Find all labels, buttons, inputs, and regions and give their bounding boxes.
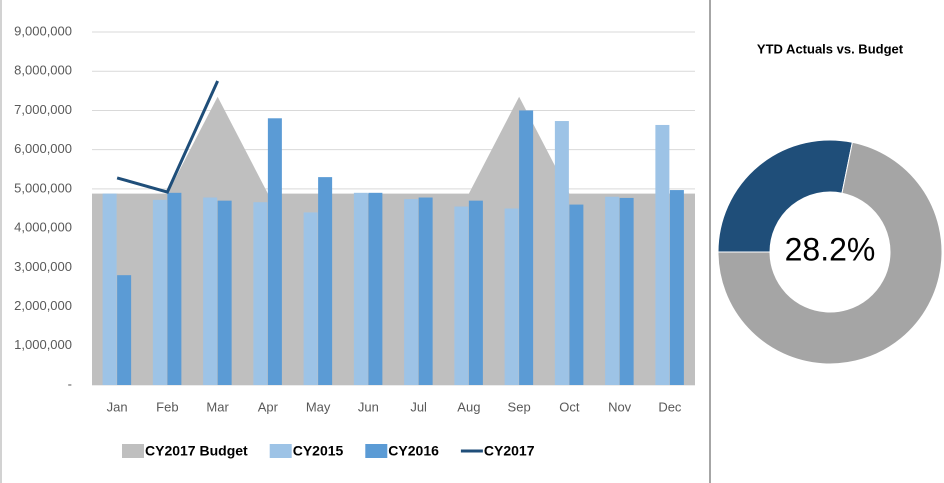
legend-label: CY2015 <box>293 443 344 459</box>
bar <box>519 110 534 385</box>
bar <box>167 192 182 385</box>
bar <box>303 212 318 385</box>
legend-label: CY2017 <box>484 443 535 459</box>
x-tick-label: May <box>306 399 331 414</box>
y-tick-label: 6,000,000 <box>14 141 72 156</box>
bar <box>504 208 519 385</box>
bar <box>318 177 333 385</box>
legend-swatch <box>365 444 388 458</box>
bar <box>117 275 132 385</box>
donut-segment <box>717 139 853 253</box>
bar <box>152 199 167 385</box>
legend-swatch <box>269 444 292 458</box>
donut-center-label: 28.2% <box>785 231 876 267</box>
bar <box>102 193 117 385</box>
bar <box>669 190 684 385</box>
bar <box>267 118 282 386</box>
bar <box>605 196 620 385</box>
legend-label: CY2016 <box>388 443 439 459</box>
y-tick-label: 7,000,000 <box>14 102 72 117</box>
donut-segment <box>717 141 943 365</box>
bar <box>454 206 469 385</box>
bar <box>569 204 584 385</box>
donut-title: YTD Actuals vs. Budget <box>757 41 904 56</box>
x-tick-label: Sep <box>508 399 531 414</box>
y-tick-label: 4,000,000 <box>14 220 72 235</box>
legend-label: CY2017 Budget <box>145 443 248 459</box>
y-tick-label: 8,000,000 <box>14 63 72 78</box>
y-tick-label: 5,000,000 <box>14 180 72 195</box>
bar <box>404 199 419 385</box>
x-tick-label: Jun <box>358 399 379 414</box>
bar <box>468 200 483 385</box>
y-tick-label: 1,000,000 <box>14 337 72 352</box>
area <box>117 96 670 385</box>
x-tick-label: Feb <box>156 399 178 414</box>
x-tick-label: Nov <box>608 399 632 414</box>
legend-swatch <box>122 444 144 458</box>
bar <box>203 197 218 385</box>
bar <box>217 200 232 385</box>
bar <box>418 197 433 385</box>
x-tick-label: Jan <box>107 399 128 414</box>
x-tick-label: Apr <box>258 399 279 414</box>
bar <box>353 192 368 385</box>
x-tick-label: Mar <box>206 399 229 414</box>
x-tick-label: Oct <box>559 399 580 414</box>
x-tick-label: Aug <box>457 399 480 414</box>
bar <box>655 124 670 385</box>
y-tick-label: 3,000,000 <box>14 259 72 274</box>
bar <box>554 121 569 385</box>
bar <box>619 197 634 385</box>
y-tick-label: 2,000,000 <box>14 298 72 313</box>
x-tick-label: Jul <box>410 399 427 414</box>
bar <box>368 192 383 385</box>
y-tick-label: - <box>68 376 72 391</box>
bar <box>253 202 268 385</box>
line <box>116 80 219 194</box>
x-tick-label: Dec <box>658 399 682 414</box>
y-tick-label: 9,000,000 <box>14 23 72 38</box>
